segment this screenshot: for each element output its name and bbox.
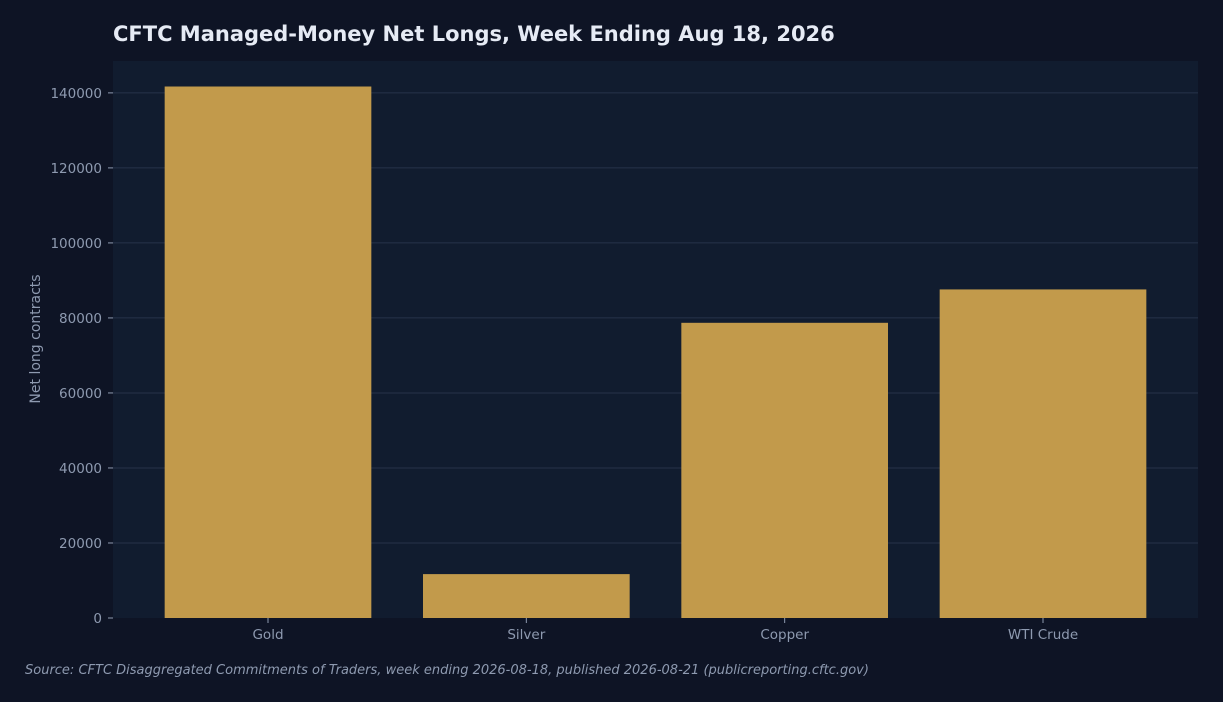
bar-gold (164, 86, 372, 618)
y-tick-label: 120000 (50, 161, 102, 177)
chart-title: CFTC Managed-Money Net Longs, Week Endin… (113, 22, 835, 46)
bar-copper (681, 322, 888, 618)
y-tick-label: 0 (93, 611, 102, 627)
bars (164, 86, 1147, 618)
source-note: Source: CFTC Disaggregated Commitments o… (25, 663, 869, 678)
y-axis: 0 20000 40000 60000 80000 100000 120000 140000 (50, 86, 113, 627)
y-tick-label: 20000 (59, 536, 102, 552)
y-tick-label: 60000 (59, 386, 102, 402)
x-tick-label: Silver (507, 627, 545, 643)
y-axis-label: Net long contracts (28, 274, 44, 403)
y-tick-label: 80000 (59, 311, 102, 327)
y-tick-label: 100000 (50, 236, 102, 252)
y-tick-label: 140000 (50, 86, 102, 102)
x-tick-label: Gold (252, 627, 283, 643)
x-axis: Gold Silver Copper WTI Crude (252, 618, 1078, 643)
bar-wti-crude (939, 289, 1147, 618)
bar-silver (423, 574, 630, 618)
x-tick-label: Copper (760, 627, 809, 643)
y-tick-label: 40000 (59, 461, 102, 477)
x-tick-label: WTI Crude (1008, 627, 1078, 643)
